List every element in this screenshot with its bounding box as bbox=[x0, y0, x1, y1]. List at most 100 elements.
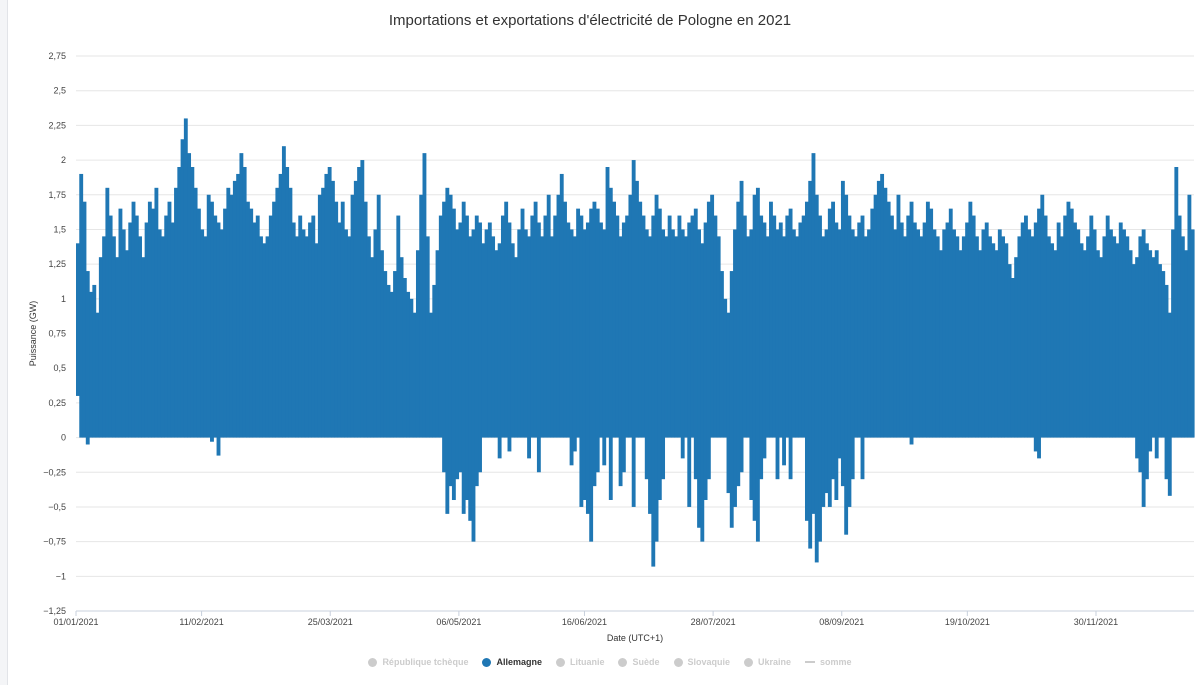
bar[interactable] bbox=[1027, 229, 1032, 438]
bar[interactable] bbox=[1151, 257, 1156, 438]
bar[interactable] bbox=[788, 208, 793, 480]
bar[interactable] bbox=[285, 167, 290, 438]
bar[interactable] bbox=[468, 236, 473, 521]
bar[interactable] bbox=[1030, 236, 1035, 438]
bar[interactable] bbox=[1076, 229, 1081, 438]
bar[interactable] bbox=[889, 215, 894, 438]
bar[interactable] bbox=[262, 243, 267, 438]
bar[interactable] bbox=[772, 215, 777, 438]
bar[interactable] bbox=[739, 180, 744, 473]
bar[interactable] bbox=[383, 271, 388, 438]
bar[interactable] bbox=[363, 201, 368, 438]
bar[interactable] bbox=[347, 236, 352, 438]
bar[interactable] bbox=[631, 160, 636, 507]
bar[interactable] bbox=[76, 243, 80, 396]
bar[interactable] bbox=[1079, 243, 1084, 438]
bar[interactable] bbox=[664, 236, 669, 438]
bar[interactable] bbox=[1148, 250, 1153, 452]
bar[interactable] bbox=[406, 291, 411, 438]
bar[interactable] bbox=[249, 208, 254, 438]
bar[interactable] bbox=[1171, 229, 1175, 438]
bar[interactable] bbox=[481, 243, 486, 438]
bar[interactable] bbox=[523, 229, 528, 438]
bar[interactable] bbox=[638, 201, 643, 438]
bar[interactable] bbox=[834, 222, 839, 501]
bar[interactable] bbox=[138, 236, 142, 438]
bar[interactable] bbox=[1138, 236, 1143, 473]
bar[interactable] bbox=[259, 236, 263, 438]
bar[interactable] bbox=[330, 180, 335, 438]
legend-item[interactable]: Ukraine bbox=[744, 657, 791, 667]
bar[interactable] bbox=[854, 236, 858, 438]
bar[interactable] bbox=[190, 167, 195, 438]
bar[interactable] bbox=[353, 180, 358, 438]
bar[interactable] bbox=[514, 257, 518, 438]
bar[interactable] bbox=[334, 201, 339, 438]
bar[interactable] bbox=[654, 194, 659, 542]
bar[interactable] bbox=[170, 222, 175, 438]
bar[interactable] bbox=[425, 236, 430, 438]
bar[interactable] bbox=[144, 222, 149, 438]
bar[interactable] bbox=[265, 236, 270, 438]
bar[interactable] bbox=[1007, 264, 1012, 438]
bar[interactable] bbox=[461, 201, 466, 514]
bar[interactable] bbox=[187, 153, 192, 438]
bar[interactable] bbox=[795, 236, 800, 438]
bar[interactable] bbox=[791, 229, 796, 438]
bar[interactable] bbox=[1190, 229, 1195, 438]
bar[interactable] bbox=[1158, 264, 1162, 438]
bar[interactable] bbox=[831, 201, 836, 480]
bar[interactable] bbox=[994, 250, 999, 438]
bar[interactable] bbox=[873, 194, 878, 438]
bar[interactable] bbox=[821, 236, 826, 507]
bar[interactable] bbox=[860, 215, 865, 480]
bar[interactable] bbox=[608, 187, 613, 500]
bar[interactable] bbox=[174, 187, 178, 438]
legend-item[interactable]: Suède bbox=[618, 657, 660, 667]
bar[interactable] bbox=[896, 194, 901, 438]
bar[interactable] bbox=[131, 201, 136, 438]
bar[interactable] bbox=[1180, 236, 1185, 438]
bar[interactable] bbox=[311, 215, 316, 438]
bar[interactable] bbox=[210, 201, 214, 442]
bar[interactable] bbox=[487, 222, 492, 438]
bar[interactable] bbox=[380, 250, 384, 438]
bar[interactable] bbox=[160, 236, 165, 438]
bar[interactable] bbox=[716, 236, 721, 438]
bar[interactable] bbox=[961, 236, 966, 438]
bar[interactable] bbox=[445, 187, 450, 514]
bar[interactable] bbox=[814, 194, 819, 563]
bar[interactable] bbox=[657, 208, 662, 501]
bar[interactable] bbox=[350, 194, 355, 438]
bar[interactable] bbox=[903, 236, 907, 438]
bar[interactable] bbox=[167, 201, 172, 438]
bar[interactable] bbox=[916, 229, 920, 438]
bar[interactable] bbox=[478, 222, 482, 473]
bar[interactable] bbox=[808, 180, 813, 549]
bar[interactable] bbox=[556, 194, 561, 438]
bar[interactable] bbox=[164, 215, 169, 438]
bar[interactable] bbox=[1024, 215, 1028, 438]
bar[interactable] bbox=[749, 229, 754, 500]
bar[interactable] bbox=[948, 208, 953, 438]
bar[interactable] bbox=[272, 201, 277, 438]
bar[interactable] bbox=[733, 229, 737, 507]
bar[interactable] bbox=[1095, 250, 1100, 438]
bar[interactable] bbox=[366, 236, 371, 438]
bar[interactable] bbox=[775, 229, 780, 480]
bar[interactable] bbox=[321, 187, 326, 438]
bar[interactable] bbox=[432, 284, 437, 438]
bar[interactable] bbox=[569, 229, 574, 466]
bar[interactable] bbox=[674, 236, 679, 438]
bar[interactable] bbox=[125, 250, 129, 438]
bar[interactable] bbox=[415, 250, 420, 438]
bar[interactable] bbox=[710, 194, 715, 438]
bar[interactable] bbox=[729, 271, 734, 528]
bar[interactable] bbox=[719, 271, 724, 438]
bar[interactable] bbox=[932, 229, 937, 438]
bar[interactable] bbox=[89, 291, 93, 438]
bar[interactable] bbox=[1161, 271, 1166, 438]
bar[interactable] bbox=[1010, 278, 1015, 438]
bar[interactable] bbox=[723, 298, 728, 438]
bar[interactable] bbox=[680, 229, 685, 459]
